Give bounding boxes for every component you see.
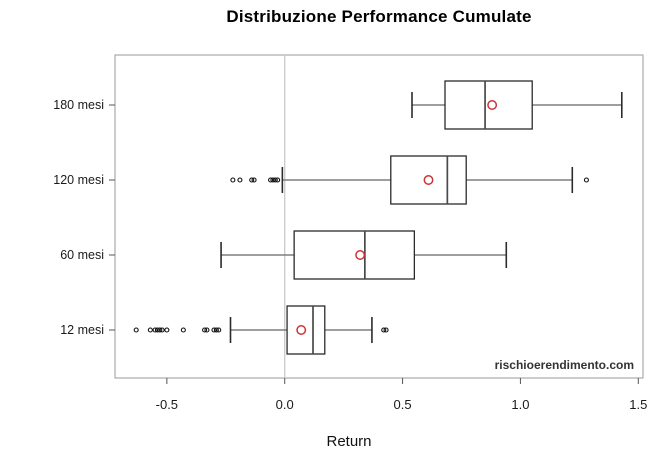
plot-frame [114, 54, 644, 379]
x-axis-label: Return [326, 433, 372, 450]
x-axis-tick-label: 0.0 [276, 397, 294, 412]
y-axis-category-label: 60 mesi [60, 248, 104, 262]
outlier-point [251, 177, 257, 183]
outlier-point [213, 327, 219, 333]
outlier-point [275, 177, 281, 183]
y-axis-category-label: 180 mesi [53, 98, 104, 112]
outlier-point [152, 327, 158, 333]
outlier-point [272, 177, 278, 183]
watermark-text: rischioerendimento.com [494, 358, 634, 372]
outlier-point [157, 327, 163, 333]
mean-marker [355, 250, 366, 260]
x-axis-tick-label: 1.0 [511, 397, 529, 412]
outlier-point [383, 327, 389, 333]
outlier-point [147, 327, 153, 333]
chart-title: Distribuzione Performance Cumulate [226, 7, 532, 26]
outlier-point [133, 327, 139, 333]
outlier-point [268, 177, 274, 183]
mean-marker [487, 100, 498, 110]
outlier-point [381, 327, 387, 333]
outlier-point [211, 327, 217, 333]
iqr-box [390, 155, 467, 205]
iqr-box [444, 80, 533, 130]
boxplot-row-180-mesi [411, 80, 623, 130]
outlier-point [270, 177, 276, 183]
outlier-point [154, 327, 160, 333]
outlier-point [237, 177, 243, 183]
outlier-point [249, 177, 255, 183]
y-axis-category-label: 12 mesi [60, 323, 104, 337]
y-axis-category-label: 120 mesi [53, 173, 104, 187]
x-axis-tick-label: -0.5 [156, 397, 178, 412]
mean-marker [423, 175, 434, 185]
outlier-point [216, 327, 222, 333]
boxplot-row-12-mesi [133, 305, 389, 355]
outlier-point [230, 177, 236, 183]
outlier-point [164, 327, 170, 333]
outlier-point [202, 327, 208, 333]
boxplot-row-60-mesi [220, 230, 508, 280]
x-axis-tick-label: 1.5 [629, 397, 647, 412]
outlier-point [180, 327, 186, 333]
outlier-point [583, 177, 589, 183]
iqr-box [293, 230, 416, 280]
mean-marker [296, 325, 307, 335]
boxplot-row-120-mesi [230, 155, 589, 205]
x-axis-tick-label: 0.5 [394, 397, 412, 412]
outlier-point [159, 327, 165, 333]
outlier-point [204, 327, 210, 333]
